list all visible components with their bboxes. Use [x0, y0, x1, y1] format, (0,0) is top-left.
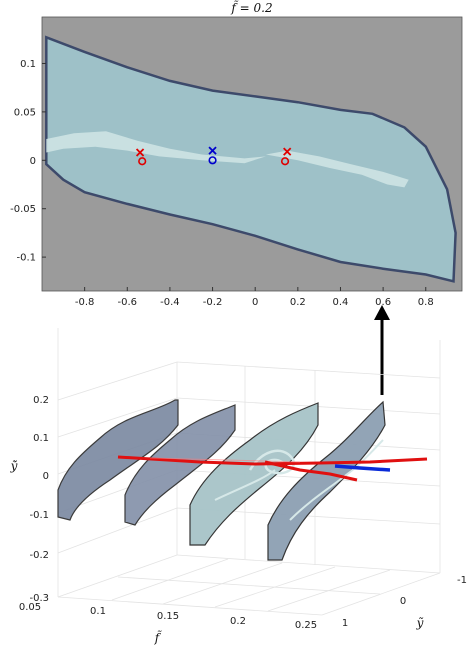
x-tick-label: 0: [252, 297, 258, 308]
y-axis-label-3d: ỹ: [416, 616, 424, 630]
x-tick-label: 0.2: [290, 297, 306, 308]
stable-branch-upper: [117, 455, 428, 466]
x-tick-label: -0.8: [75, 297, 95, 308]
plot-area-top: -0.8 -0.6 -0.4 -0.2 0 0.2 0.4 0.6 0.8 0.10.050-0…: [10, 16, 463, 308]
equilibrium-o-marker: [208, 156, 217, 165]
f-tick-label: 0.25: [295, 620, 317, 631]
z-tick-label: 0.2: [33, 395, 49, 406]
f-axis-label: f̃: [154, 629, 162, 645]
equilibrium-markers: [135, 146, 292, 166]
y-tick-label: -0.05: [10, 204, 36, 215]
f-tick-label: 0.15: [157, 611, 179, 622]
x-axis-ticks: -0.8 -0.6 -0.4 -0.2 0 0.2 0.4 0.6 0.8: [75, 287, 434, 308]
x-tick-label: 0.4: [333, 297, 349, 308]
y-tick-label: 1: [342, 618, 348, 629]
y-tick-label: 0: [400, 596, 406, 607]
f-tick-label: 0.05: [19, 602, 41, 613]
equilibrium-x-marker: [208, 146, 217, 155]
attractor-band: [46, 131, 266, 164]
y-tick-label: -0.1: [16, 253, 36, 264]
basin-slice-f015: [189, 402, 319, 546]
plot-area-3d: 0.2 0.1 0 -0.1 -0.2 -0.3 0.05 0.1 0.15 0…: [10, 328, 467, 645]
equilibrium-x-marker: [283, 147, 292, 156]
z-tick-label: -0.1: [29, 510, 49, 521]
x-tick-label: 0.6: [375, 297, 391, 308]
equilibrium-o-marker: [138, 157, 147, 166]
z-tick-label: 0.1: [33, 433, 49, 444]
chart-title: f̃ = 0.2: [230, 0, 272, 15]
z-axis-label: ẏ̃: [10, 459, 18, 473]
y-tick-label: 0.1: [20, 59, 36, 70]
z-tick-label: -0.3: [29, 593, 49, 604]
x-tick-label: -0.2: [203, 297, 223, 308]
y-tick-label: -1: [457, 575, 467, 586]
x-tick-label: -0.4: [160, 297, 180, 308]
y-axis-ticks: 0.1 0.05 0 -0.05 -0.1: [10, 59, 46, 264]
unstable-branch: [334, 464, 391, 472]
basin-slice-f005: [57, 399, 179, 521]
equilibrium-x-marker: [135, 148, 145, 157]
f-tick-label: 0.1: [90, 606, 106, 617]
link-arrow: [374, 305, 390, 395]
y-tick-label: 0.05: [14, 107, 36, 118]
x-tick-label: -0.6: [118, 297, 138, 308]
basin-slice-f010: [124, 404, 236, 526]
equilibrium-o-marker: [280, 157, 290, 166]
z-tick-label: -0.2: [29, 550, 49, 561]
stable-branch-lower: [264, 460, 358, 482]
y-tick-label: 0: [30, 156, 36, 167]
basin-slice-f020: [267, 400, 386, 561]
f-tick-label: 0.2: [230, 616, 246, 627]
attractor-band-right: [265, 150, 409, 188]
x-tick-label: 0.8: [418, 297, 434, 308]
z-tick-label: 0: [43, 471, 49, 482]
